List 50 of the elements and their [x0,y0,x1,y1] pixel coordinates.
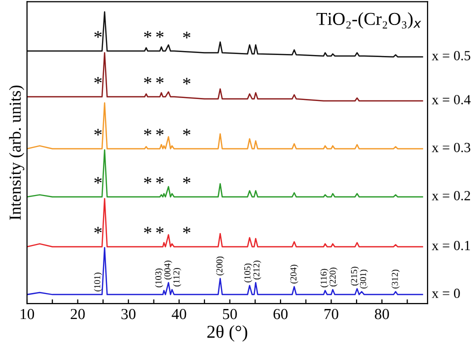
x-tick-label: 60 [274,308,288,320]
annotation: (103) [155,268,164,288]
annotation: * [144,128,152,136]
annotation: * [183,32,190,38]
y-axis-title: Intensity (arb. units) [9,86,24,220]
annotation: * [156,31,164,38]
annotation: * [94,76,102,84]
annotation: * [183,78,190,84]
annotation: * [156,177,164,184]
annotation: (312) [392,270,400,288]
annotation: * [94,31,102,38]
x-tick-label: 30 [122,308,136,320]
annotation: (220) [329,268,338,286]
x-axis-title: 2θ (°) [207,325,248,342]
annotation: * [94,226,102,234]
annotation: * [183,128,190,136]
annotation: (204) [290,264,298,284]
annotation: (200) [216,256,224,276]
x-tick-label: 80 [374,308,389,320]
annotation: * [144,76,152,84]
annotation: (212) [253,260,262,280]
chart-title: TiO₂-(Cr₂O₃)$_{x}$ [316,12,422,29]
series-label: x = 0.4 [432,94,471,104]
x-tick-label: 10 [20,308,34,320]
annotation: * [94,177,102,184]
series-label: x = 0.2 [432,190,470,200]
series-label: x = 0 [432,288,460,298]
annotation: * [94,128,102,136]
series-label: x = 0.3 [432,142,470,152]
annotation: (004) [164,260,172,280]
series-label: x = 0.1 [432,240,470,250]
annotation: * [144,226,152,234]
series-label: x = 0.5 [432,50,470,60]
annotation: (116) [320,268,329,288]
annotation: * [183,177,190,184]
x-tick-label: 40 [172,308,186,320]
annotation: (112) [173,268,182,286]
annotation: (215) [350,266,359,286]
annotation: (105) [244,264,252,282]
annotation: * [183,226,190,234]
annotation: * [156,128,164,136]
annotation: * [144,31,152,38]
x-tick-label: 50 [223,308,237,320]
x-tick-label: 70 [324,308,338,320]
x-tick-label: 20 [70,308,85,320]
annotation: * [156,76,164,84]
annotation: (101) [94,272,102,292]
annotation: * [156,226,164,234]
annotation: (301) [360,270,368,288]
annotation: * [144,177,152,184]
